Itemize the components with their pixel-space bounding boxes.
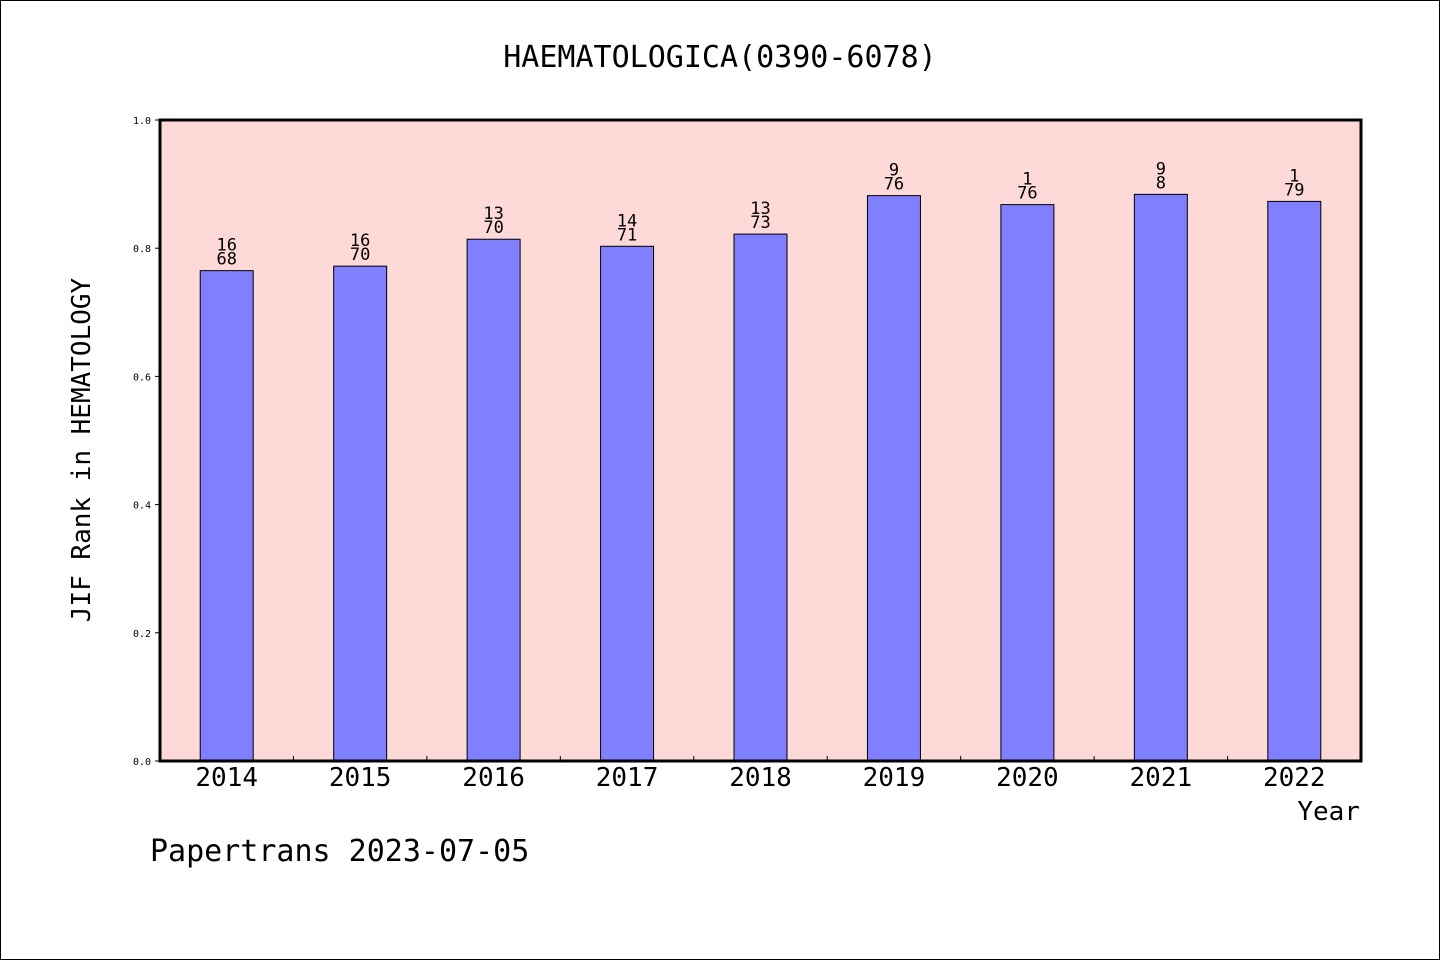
bar-rank-label: 1: [1289, 166, 1299, 186]
y-tick-label: 0.2: [133, 629, 151, 640]
bar-total-label: 71: [617, 225, 637, 245]
bars-layer: [199, 193, 1322, 762]
bar: [866, 195, 921, 762]
bar: [1267, 200, 1322, 762]
y-tick-label: 0.0: [133, 757, 151, 768]
source-footnote: Papertrans 2023-07-05: [150, 834, 530, 869]
bar-rank-label: 13: [483, 204, 503, 224]
x-tick-label: 2014: [195, 763, 258, 793]
bar-total-label: 79: [1284, 180, 1304, 200]
bar: [466, 238, 521, 762]
plot-border: [158, 118, 1363, 763]
x-tick-label: 2016: [462, 763, 525, 793]
bar-total-label: 70: [483, 218, 503, 238]
bar: [733, 233, 788, 762]
x-tick-label: 2021: [1130, 763, 1193, 793]
y-tick-label: 0.4: [133, 501, 151, 512]
bar: [333, 265, 388, 762]
y-tick-label: 0.6: [133, 372, 151, 383]
bar-rank-label: 13: [750, 199, 770, 219]
bar-total-label: 68: [216, 250, 236, 270]
x-tick-label: 2017: [596, 763, 659, 793]
bar: [199, 270, 254, 762]
x-axis: 2014 2015 2016 2017 2018 2019 2020 2021 2022: [195, 756, 1326, 793]
bar-total-label: 76: [1017, 184, 1037, 204]
bar: [1000, 204, 1055, 762]
x-tick-label: 2015: [329, 763, 392, 793]
y-tick-label: 1.0: [133, 116, 151, 127]
bar-rank-label: 9: [889, 161, 899, 181]
bar-rank-label: 16: [350, 231, 370, 251]
bar: [600, 245, 655, 762]
chart-title: HAEMATOLOGICA(0390-6078): [503, 40, 936, 75]
bar-total-label: 73: [750, 213, 770, 233]
x-tick-label: 2018: [729, 763, 792, 793]
y-axis-label: JIF Rank in HEMATOLOGY: [67, 277, 97, 622]
bar: [1133, 193, 1188, 762]
bar-rank-label: 14: [617, 211, 637, 231]
bar-rank-label: 1: [1022, 170, 1032, 190]
bar-total-label: 76: [884, 175, 904, 195]
x-tick-label: 2020: [996, 763, 1059, 793]
x-axis-label: Year: [1297, 797, 1360, 827]
bar-total-label: 8: [1156, 173, 1166, 193]
bar-rank-label: 16: [216, 236, 236, 256]
x-tick-label: 2022: [1263, 763, 1326, 793]
x-tick-label: 2019: [863, 763, 926, 793]
bar-rank-label: 9: [1156, 159, 1166, 179]
bar-total-label: 70: [350, 245, 370, 265]
y-tick-label: 0.8: [133, 244, 151, 255]
y-axis: 0.0 0.2 0.4 0.6 0.8 1.0: [133, 116, 160, 768]
